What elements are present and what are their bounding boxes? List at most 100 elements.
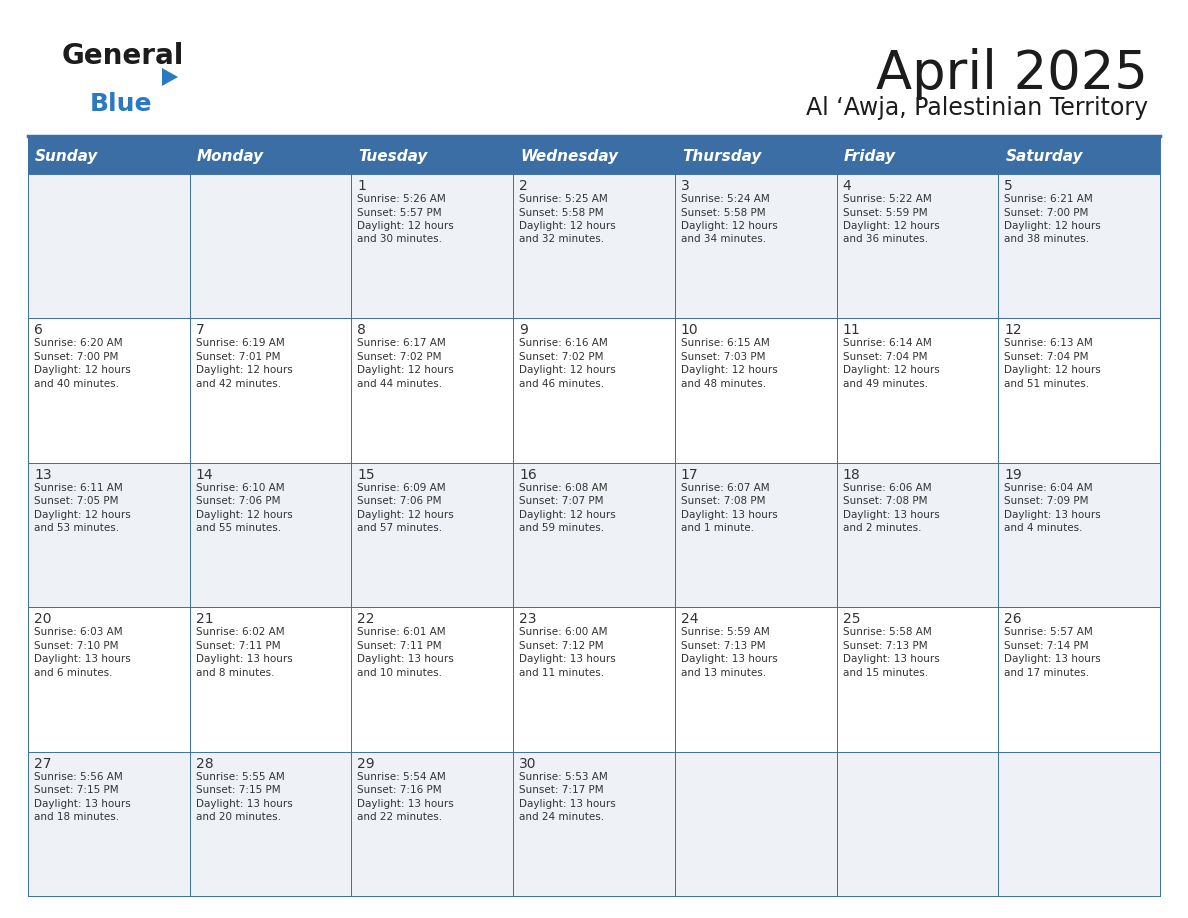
Text: Sunset: 7:08 PM: Sunset: 7:08 PM xyxy=(681,497,765,507)
Text: 9: 9 xyxy=(519,323,527,338)
Text: 4: 4 xyxy=(842,179,852,193)
Text: 23: 23 xyxy=(519,612,537,626)
Text: Sunrise: 5:58 AM: Sunrise: 5:58 AM xyxy=(842,627,931,637)
Text: Daylight: 13 hours: Daylight: 13 hours xyxy=(358,799,454,809)
Bar xyxy=(998,463,1159,607)
Text: and 57 minutes.: and 57 minutes. xyxy=(358,523,443,533)
Bar xyxy=(29,752,190,896)
Text: Sunrise: 5:53 AM: Sunrise: 5:53 AM xyxy=(519,772,608,781)
Text: Sunrise: 6:09 AM: Sunrise: 6:09 AM xyxy=(358,483,446,493)
Text: Daylight: 12 hours: Daylight: 12 hours xyxy=(681,221,778,231)
Bar xyxy=(190,607,352,752)
Text: Sunrise: 6:21 AM: Sunrise: 6:21 AM xyxy=(1004,194,1093,204)
Text: 19: 19 xyxy=(1004,468,1022,482)
Bar xyxy=(998,752,1159,896)
Text: Daylight: 13 hours: Daylight: 13 hours xyxy=(34,655,131,665)
Text: Sunset: 7:15 PM: Sunset: 7:15 PM xyxy=(196,785,280,795)
Text: Friday: Friday xyxy=(843,149,896,163)
Text: Sunset: 7:02 PM: Sunset: 7:02 PM xyxy=(358,352,442,362)
Text: Daylight: 13 hours: Daylight: 13 hours xyxy=(34,799,131,809)
Bar xyxy=(352,174,513,319)
Text: Sunrise: 5:54 AM: Sunrise: 5:54 AM xyxy=(358,772,447,781)
Text: 25: 25 xyxy=(842,612,860,626)
Text: Daylight: 12 hours: Daylight: 12 hours xyxy=(358,365,454,375)
Text: Sunday: Sunday xyxy=(34,149,99,163)
Text: Sunset: 5:58 PM: Sunset: 5:58 PM xyxy=(681,207,765,218)
Text: 7: 7 xyxy=(196,323,204,338)
Bar xyxy=(836,752,998,896)
Text: Sunrise: 6:01 AM: Sunrise: 6:01 AM xyxy=(358,627,446,637)
Text: and 34 minutes.: and 34 minutes. xyxy=(681,234,766,244)
Text: Daylight: 13 hours: Daylight: 13 hours xyxy=(681,655,778,665)
Text: 18: 18 xyxy=(842,468,860,482)
Text: and 51 minutes.: and 51 minutes. xyxy=(1004,379,1089,389)
Bar xyxy=(352,319,513,463)
Text: and 11 minutes.: and 11 minutes. xyxy=(519,667,605,677)
Bar xyxy=(29,138,190,174)
Text: Sunrise: 5:59 AM: Sunrise: 5:59 AM xyxy=(681,627,770,637)
Text: Daylight: 13 hours: Daylight: 13 hours xyxy=(681,509,778,520)
Text: 29: 29 xyxy=(358,756,375,770)
Bar xyxy=(675,138,836,174)
Bar xyxy=(190,463,352,607)
Text: Sunrise: 6:13 AM: Sunrise: 6:13 AM xyxy=(1004,339,1093,349)
Text: Sunset: 7:10 PM: Sunset: 7:10 PM xyxy=(34,641,119,651)
Bar xyxy=(998,174,1159,319)
Text: Sunset: 7:03 PM: Sunset: 7:03 PM xyxy=(681,352,765,362)
Text: and 48 minutes.: and 48 minutes. xyxy=(681,379,766,389)
Text: Sunset: 7:06 PM: Sunset: 7:06 PM xyxy=(196,497,280,507)
Bar xyxy=(675,463,836,607)
Text: Daylight: 12 hours: Daylight: 12 hours xyxy=(358,221,454,231)
Text: and 55 minutes.: and 55 minutes. xyxy=(196,523,280,533)
Text: Daylight: 13 hours: Daylight: 13 hours xyxy=(358,655,454,665)
Text: Sunset: 7:06 PM: Sunset: 7:06 PM xyxy=(358,497,442,507)
Text: and 42 minutes.: and 42 minutes. xyxy=(196,379,280,389)
Bar xyxy=(29,319,190,463)
Bar xyxy=(675,174,836,319)
Text: 26: 26 xyxy=(1004,612,1022,626)
Text: Sunrise: 6:17 AM: Sunrise: 6:17 AM xyxy=(358,339,447,349)
Text: Sunset: 5:59 PM: Sunset: 5:59 PM xyxy=(842,207,927,218)
Text: Sunset: 7:01 PM: Sunset: 7:01 PM xyxy=(196,352,280,362)
Bar xyxy=(675,319,836,463)
Text: Sunrise: 5:25 AM: Sunrise: 5:25 AM xyxy=(519,194,608,204)
Text: 24: 24 xyxy=(681,612,699,626)
Text: Sunrise: 6:20 AM: Sunrise: 6:20 AM xyxy=(34,339,122,349)
Text: 8: 8 xyxy=(358,323,366,338)
Text: Daylight: 12 hours: Daylight: 12 hours xyxy=(196,365,292,375)
Bar xyxy=(352,752,513,896)
Text: Sunset: 7:12 PM: Sunset: 7:12 PM xyxy=(519,641,604,651)
Text: Sunset: 7:13 PM: Sunset: 7:13 PM xyxy=(842,641,927,651)
Text: Sunset: 7:04 PM: Sunset: 7:04 PM xyxy=(1004,352,1088,362)
Bar xyxy=(836,174,998,319)
Text: Sunrise: 6:15 AM: Sunrise: 6:15 AM xyxy=(681,339,770,349)
Bar xyxy=(513,174,675,319)
Text: Daylight: 13 hours: Daylight: 13 hours xyxy=(519,655,615,665)
Text: Sunrise: 6:06 AM: Sunrise: 6:06 AM xyxy=(842,483,931,493)
Text: Sunrise: 6:04 AM: Sunrise: 6:04 AM xyxy=(1004,483,1093,493)
Text: Daylight: 12 hours: Daylight: 12 hours xyxy=(1004,365,1101,375)
Text: and 13 minutes.: and 13 minutes. xyxy=(681,667,766,677)
Bar xyxy=(836,319,998,463)
Text: Sunrise: 5:24 AM: Sunrise: 5:24 AM xyxy=(681,194,770,204)
Text: Daylight: 12 hours: Daylight: 12 hours xyxy=(519,365,615,375)
Text: and 10 minutes.: and 10 minutes. xyxy=(358,667,442,677)
Polygon shape xyxy=(162,68,178,86)
Text: Sunrise: 6:11 AM: Sunrise: 6:11 AM xyxy=(34,483,122,493)
Text: Sunrise: 6:08 AM: Sunrise: 6:08 AM xyxy=(519,483,608,493)
Text: Sunset: 7:07 PM: Sunset: 7:07 PM xyxy=(519,497,604,507)
Text: Daylight: 12 hours: Daylight: 12 hours xyxy=(196,509,292,520)
Text: 20: 20 xyxy=(34,612,51,626)
Bar xyxy=(352,607,513,752)
Bar xyxy=(190,138,352,174)
Text: 2: 2 xyxy=(519,179,527,193)
Text: 17: 17 xyxy=(681,468,699,482)
Text: Sunrise: 5:57 AM: Sunrise: 5:57 AM xyxy=(1004,627,1093,637)
Text: Daylight: 13 hours: Daylight: 13 hours xyxy=(1004,509,1101,520)
Text: Saturday: Saturday xyxy=(1005,149,1082,163)
Text: and 6 minutes.: and 6 minutes. xyxy=(34,667,113,677)
Text: General: General xyxy=(62,42,184,70)
Text: Sunset: 5:57 PM: Sunset: 5:57 PM xyxy=(358,207,442,218)
Text: and 49 minutes.: and 49 minutes. xyxy=(842,379,928,389)
Text: and 20 minutes.: and 20 minutes. xyxy=(196,812,280,823)
